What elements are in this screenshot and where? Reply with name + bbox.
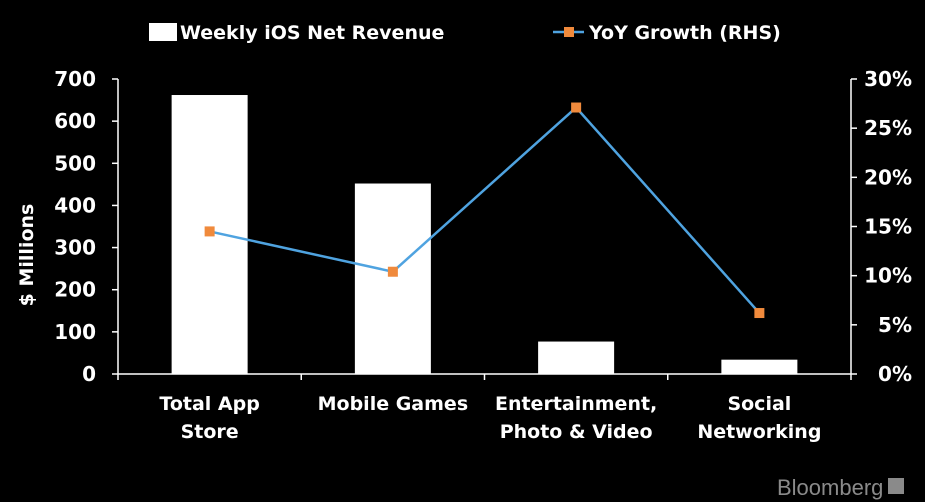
axes: 0 100 200 300 400 500 600 700 0% 5% 10% 15% 20% 25% 30… bbox=[54, 67, 912, 386]
y-tick-label: 0 bbox=[82, 362, 96, 386]
y-tick-label: 200 bbox=[54, 278, 96, 302]
x-tick-label: Social bbox=[727, 393, 791, 415]
x-tick-label: Mobile Games bbox=[318, 393, 469, 415]
legend: Weekly iOS Net Revenue YoY Growth (RHS) bbox=[149, 22, 781, 44]
x-tick-label: Entertainment, bbox=[495, 393, 657, 415]
y-tick-label: 600 bbox=[54, 109, 96, 133]
y2-tick-label: 10% bbox=[864, 264, 912, 288]
y-tick-label: 300 bbox=[54, 236, 96, 260]
bars bbox=[171, 95, 798, 374]
y-tick-label: 100 bbox=[54, 320, 96, 344]
legend-line-marker bbox=[564, 27, 574, 37]
growth-line bbox=[204, 102, 765, 319]
y2-tick-label: 30% bbox=[864, 67, 912, 91]
y2-tick-label: 5% bbox=[878, 313, 912, 337]
bar bbox=[538, 341, 615, 374]
x-tick-label: Total App bbox=[159, 393, 259, 415]
growth-point bbox=[387, 266, 398, 277]
legend-bar-swatch bbox=[149, 23, 177, 41]
growth-point bbox=[571, 102, 582, 113]
growth-point bbox=[754, 308, 765, 319]
x-tick-label: Networking bbox=[697, 421, 821, 443]
y-tick-label: 700 bbox=[54, 67, 96, 91]
bar bbox=[354, 183, 431, 374]
logo-mark-icon bbox=[888, 478, 904, 494]
svg-text:Bloomberg: Bloomberg bbox=[777, 475, 883, 500]
legend-line-label: YoY Growth (RHS) bbox=[588, 22, 781, 44]
x-tick-label: Photo & Video bbox=[500, 421, 653, 443]
y-tick-label: 500 bbox=[54, 151, 96, 175]
category-labels: Total App Store Mobile Games Entertainment,… bbox=[159, 393, 821, 443]
y2-tick-label: 20% bbox=[864, 165, 912, 189]
y-tick-label: 400 bbox=[54, 193, 96, 217]
growth-point bbox=[204, 226, 215, 237]
y2-tick-label: 15% bbox=[864, 215, 912, 239]
y-axis-label: $ Millions bbox=[16, 204, 38, 307]
growth-line-path bbox=[209, 105, 761, 314]
legend-bar-label: Weekly iOS Net Revenue bbox=[180, 22, 444, 44]
y2-tick-label: 0% bbox=[878, 362, 912, 386]
bloomberg-logo: Bloomberg bbox=[777, 475, 904, 500]
y2-tick-label: 25% bbox=[864, 116, 912, 140]
x-tick-label: Store bbox=[181, 421, 239, 443]
bar bbox=[721, 359, 798, 374]
